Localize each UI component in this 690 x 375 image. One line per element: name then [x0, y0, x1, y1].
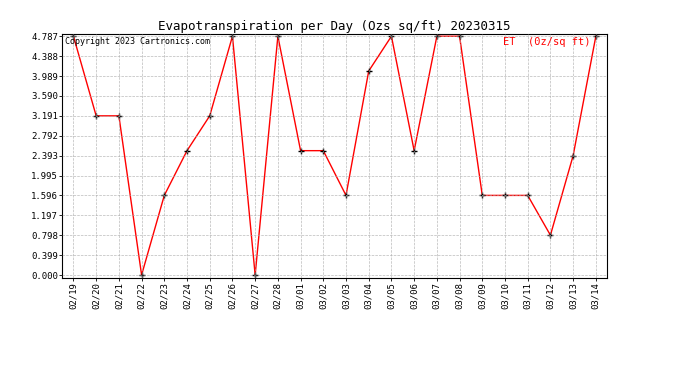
Text: ET  (0z/sq ft): ET (0z/sq ft)	[503, 38, 591, 47]
Title: Evapotranspiration per Day (Ozs sq/ft) 20230315: Evapotranspiration per Day (Ozs sq/ft) 2…	[159, 20, 511, 33]
Text: Copyright 2023 Cartronics.com: Copyright 2023 Cartronics.com	[65, 38, 210, 46]
